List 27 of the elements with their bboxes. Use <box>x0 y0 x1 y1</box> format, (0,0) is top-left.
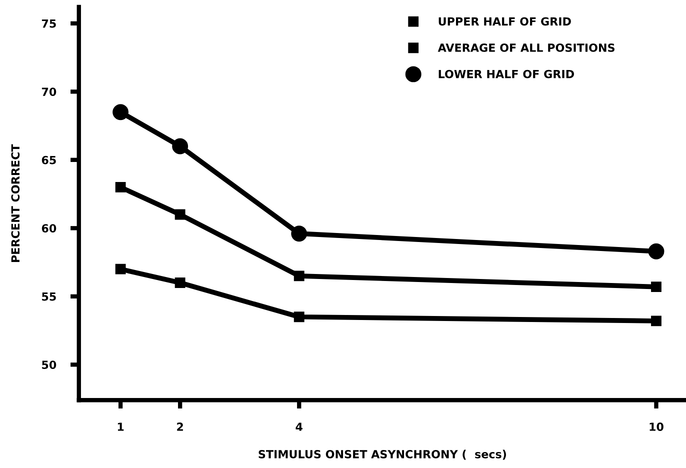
x-tick-label: 2 <box>177 422 183 431</box>
point <box>294 312 304 322</box>
point <box>174 278 186 288</box>
legend-label: AVERAGE OF ALL POSITIONS <box>438 44 614 52</box>
point <box>294 270 304 282</box>
point <box>115 182 126 192</box>
point <box>651 282 662 292</box>
point <box>172 138 188 154</box>
x-axis-title: STIMULUS ONSET ASYNCHRONY ( secs) <box>258 450 506 460</box>
y-tick-label: 75 <box>42 20 56 28</box>
point <box>648 243 664 260</box>
legend-label: LOWER HALF OF GRID <box>438 70 574 78</box>
y-tick-label: 50 <box>42 360 56 370</box>
y-tick-label: 60 <box>42 224 56 233</box>
y-tick-label: 65 <box>42 156 56 164</box>
y-axis-title: PERCENT CORRECT <box>11 144 20 262</box>
point <box>112 104 129 120</box>
y-tick-label: 55 <box>42 292 56 301</box>
point <box>291 226 308 242</box>
point <box>115 264 126 274</box>
legend-label: UPPER HALF OF GRID <box>438 17 571 26</box>
point <box>651 316 662 326</box>
x-tick-label: 1 <box>118 422 124 431</box>
point <box>174 209 186 220</box>
x-tick-label: 10 <box>650 422 664 431</box>
x-tick-label: 4 <box>296 422 302 431</box>
y-tick-label: 70 <box>42 88 56 96</box>
